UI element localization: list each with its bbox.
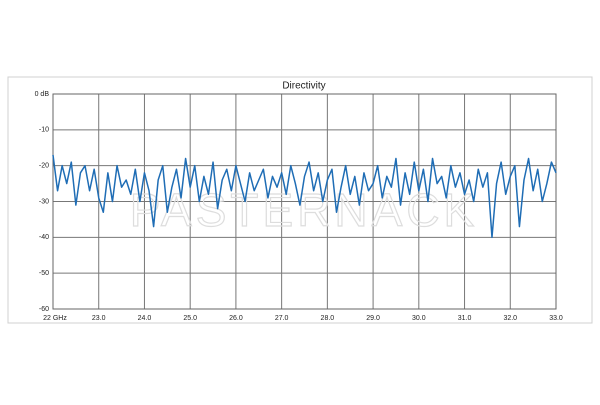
y-tick-label: -40: [39, 234, 49, 241]
y-tick-label: 0 dB: [35, 91, 50, 98]
x-tick-label: 23.0: [92, 315, 106, 322]
y-tick-label: -10: [39, 127, 49, 134]
y-tick-label: -50: [39, 270, 49, 277]
x-tick-label: 24.0: [138, 315, 152, 322]
x-tick-label: 33.0: [549, 315, 563, 322]
x-tick-label: 31.0: [458, 315, 472, 322]
x-tick-label: 28.0: [321, 315, 335, 322]
x-tick-label: 27.0: [275, 315, 289, 322]
plot-border: [52, 93, 557, 310]
x-tick-label: 25.0: [183, 315, 197, 322]
x-tick-label: 30.0: [412, 315, 426, 322]
y-tick-label: -60: [39, 306, 49, 313]
y-tick-label: -20: [39, 163, 49, 170]
x-tick-label: 32.0: [503, 315, 517, 322]
data-line: [52, 154, 557, 239]
x-tick-label: 26.0: [229, 315, 243, 322]
chart-title: Directivity: [282, 81, 325, 92]
x-tick-label: 29.0: [366, 315, 380, 322]
x-tick-label: 22 GHz: [43, 315, 67, 322]
y-tick-label: -30: [39, 198, 49, 205]
